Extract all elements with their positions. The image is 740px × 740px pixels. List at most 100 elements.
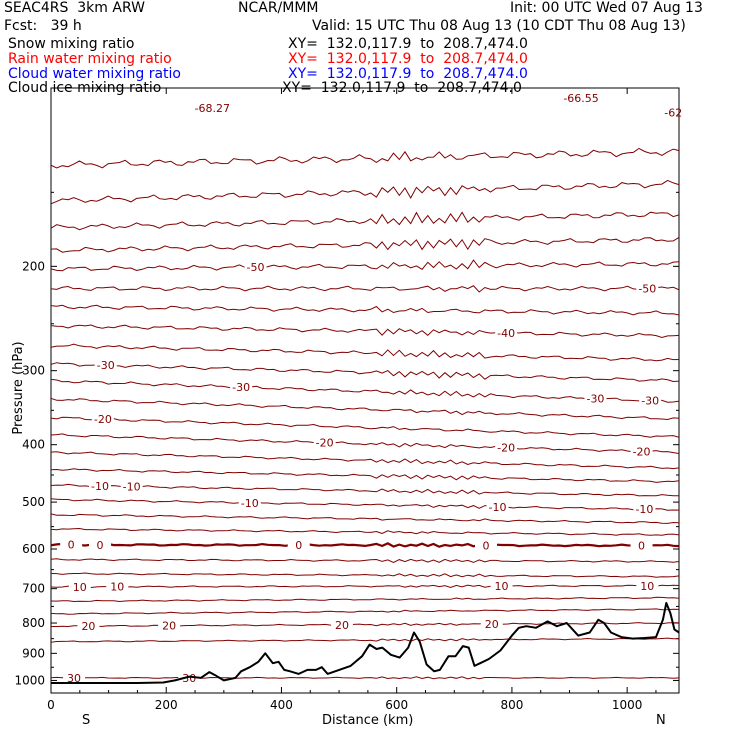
isotherm-line	[51, 343, 679, 362]
isotherm-line	[51, 179, 679, 205]
contour-label-bg	[88, 479, 111, 492]
isotherm-line	[51, 596, 679, 603]
contour-label-bg	[330, 618, 353, 631]
x-tick-label: 0	[47, 698, 55, 712]
contour-label: 20	[485, 618, 499, 631]
contour-label-bg	[584, 392, 607, 405]
contour-label-bg	[94, 359, 117, 372]
contour-label-bg	[63, 671, 86, 684]
isotherm-line	[51, 451, 679, 470]
contour-label: 30	[67, 672, 81, 685]
contour-label: 10	[640, 580, 654, 593]
isotherm-line	[51, 608, 679, 615]
contour-label-bg	[230, 381, 253, 394]
legend-cloud-water: Cloud water mixing ratio	[8, 66, 181, 82]
contour-label-bg	[313, 436, 336, 449]
y-tick-label: 200	[22, 259, 45, 273]
isotherm-line	[51, 378, 679, 403]
contour-label-bg	[495, 327, 518, 340]
contour-label-bg	[77, 620, 100, 633]
y-tick-label: 1000	[14, 673, 45, 687]
contour-label-bg	[636, 282, 659, 295]
isotherm-line	[51, 542, 679, 548]
contour-label-bg	[480, 617, 503, 630]
legend-rain-xy: XY= 132.0,117.9 to 208.7,474.0	[288, 51, 528, 67]
y-tick-label: 600	[22, 542, 45, 556]
contour-label-bg	[238, 496, 261, 509]
isotherm-line	[51, 324, 679, 339]
contour-label: -50	[638, 283, 656, 296]
contour-label-bg	[88, 538, 111, 551]
legend-snow-xy: XY= 132.0,117.9 to 208.7,474.0	[288, 36, 528, 52]
contour-label-bg	[287, 539, 310, 552]
isotherm-line	[51, 468, 679, 483]
init-time: Init: 00 UTC Wed 07 Aug 13	[510, 0, 703, 16]
isotherm-line	[51, 236, 679, 253]
isotherm-line	[51, 676, 679, 680]
isotherm-line	[51, 498, 679, 511]
y-tick-label: 400	[22, 438, 45, 452]
contour-label-bg	[630, 445, 653, 458]
isotherm-line	[51, 483, 679, 497]
contour-label: 10	[110, 581, 124, 594]
contour-label: -40	[497, 327, 515, 340]
contour-label: 10	[495, 580, 509, 593]
x-tick-label: 600	[385, 698, 408, 712]
contour-label: 20	[162, 620, 176, 633]
contour-label-bg	[106, 580, 129, 593]
isotherm-line	[51, 416, 679, 438]
contour-label: -10	[635, 503, 653, 516]
y-axis-title: Pressure (hPa)	[11, 341, 26, 435]
contour-label: -30	[641, 394, 659, 407]
contour-label: 30	[182, 672, 196, 685]
legend-cloud-water-xy: XY= 132.0,117.9 to 208.7,474.0	[288, 66, 528, 82]
contour-label: -10	[489, 501, 507, 514]
contour-label: 20	[81, 620, 95, 633]
center-label: NCAR/MMM	[238, 0, 319, 16]
contour-label-bg	[639, 394, 662, 407]
contour-label: 0	[68, 539, 75, 552]
isotherm-line	[51, 558, 679, 563]
contour-label: -20	[497, 442, 515, 455]
plot-frame	[50, 87, 680, 694]
isotherm-line	[51, 527, 679, 536]
contour-label: 0	[96, 539, 103, 552]
contour-label-top: -66.55	[563, 92, 598, 105]
y-tick-label: 900	[22, 646, 45, 660]
contour-label: -10	[241, 497, 259, 510]
isotherm-line	[51, 584, 679, 589]
legend-snow: Snow mixing ratio	[8, 36, 135, 52]
contour-label-bg	[91, 413, 114, 426]
contour-label-bg	[158, 619, 181, 632]
contour-label-bg	[490, 580, 513, 593]
y-tick-label: 300	[22, 364, 45, 378]
isotherm-line	[51, 211, 679, 231]
contour-label-top: -68.27	[195, 102, 230, 115]
model-title: SEAC4RS 3km ARW	[4, 0, 145, 16]
contour-label: 0	[482, 539, 489, 552]
isotherm-line	[51, 362, 679, 383]
contour-label-bg	[636, 579, 659, 592]
isotherm-line	[51, 304, 679, 316]
contour-label: 10	[73, 581, 87, 594]
isotherm-line	[51, 285, 679, 293]
contour-label-bg	[633, 503, 656, 516]
contour-label-bg	[630, 539, 653, 552]
contour-label-bg	[474, 539, 497, 552]
isotherm-line	[51, 397, 679, 421]
contour-label: -30	[97, 359, 115, 372]
x-tick-label: 1000	[612, 698, 643, 712]
isotherm-line	[51, 433, 679, 454]
terrain-line	[51, 602, 679, 684]
isotherm-line	[51, 572, 679, 578]
contour-label: -10	[123, 480, 141, 493]
contour-label: -20	[633, 445, 651, 458]
contour-label: -30	[232, 381, 250, 394]
isotherm-line	[51, 513, 679, 524]
contour-label-bg	[495, 441, 518, 454]
contour-label-top: -62	[664, 107, 682, 120]
x-axis-right-end: N	[656, 713, 666, 728]
x-axis-title: Distance (km)	[322, 713, 414, 728]
y-tick-label: 500	[22, 495, 45, 509]
